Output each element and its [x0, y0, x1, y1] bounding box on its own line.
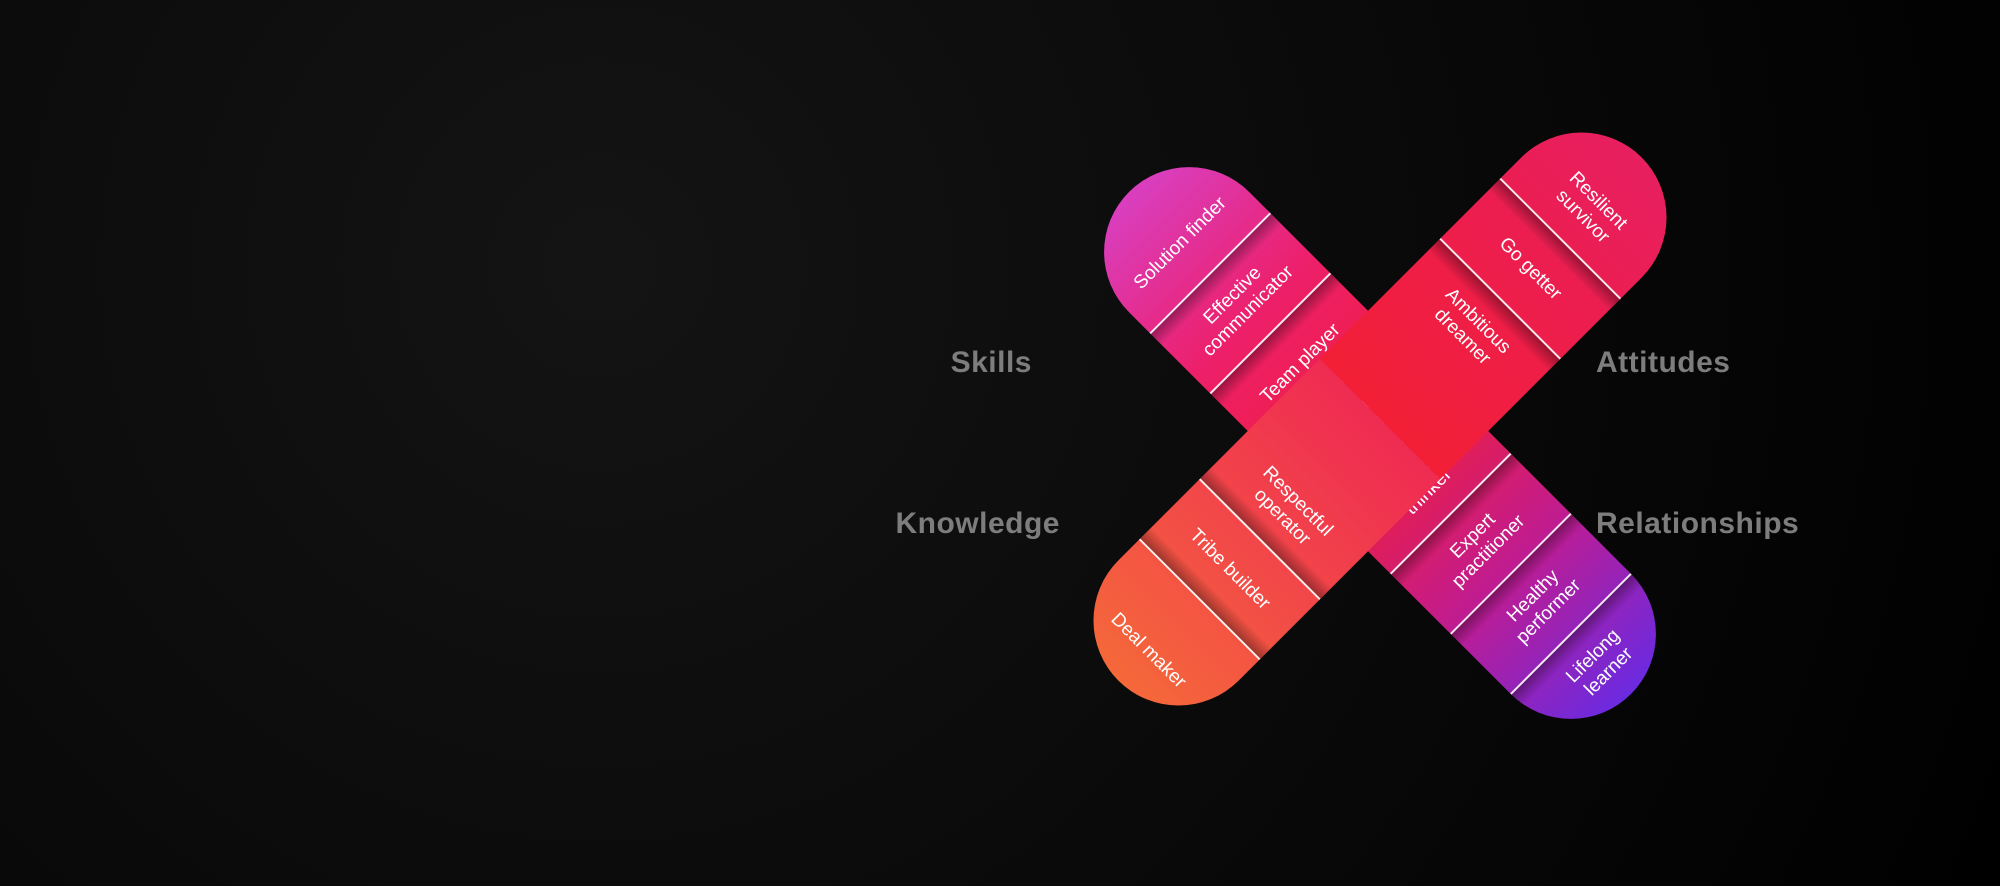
label-relationships: Relationships [1596, 507, 1799, 541]
x-diagram-stage: Solution finder Effective communicator T… [0, 0, 2000, 886]
label-attitudes: Attitudes [1596, 346, 1731, 380]
label-knowledge: Knowledge [895, 507, 1060, 541]
label-skills: Skills [951, 346, 1032, 380]
